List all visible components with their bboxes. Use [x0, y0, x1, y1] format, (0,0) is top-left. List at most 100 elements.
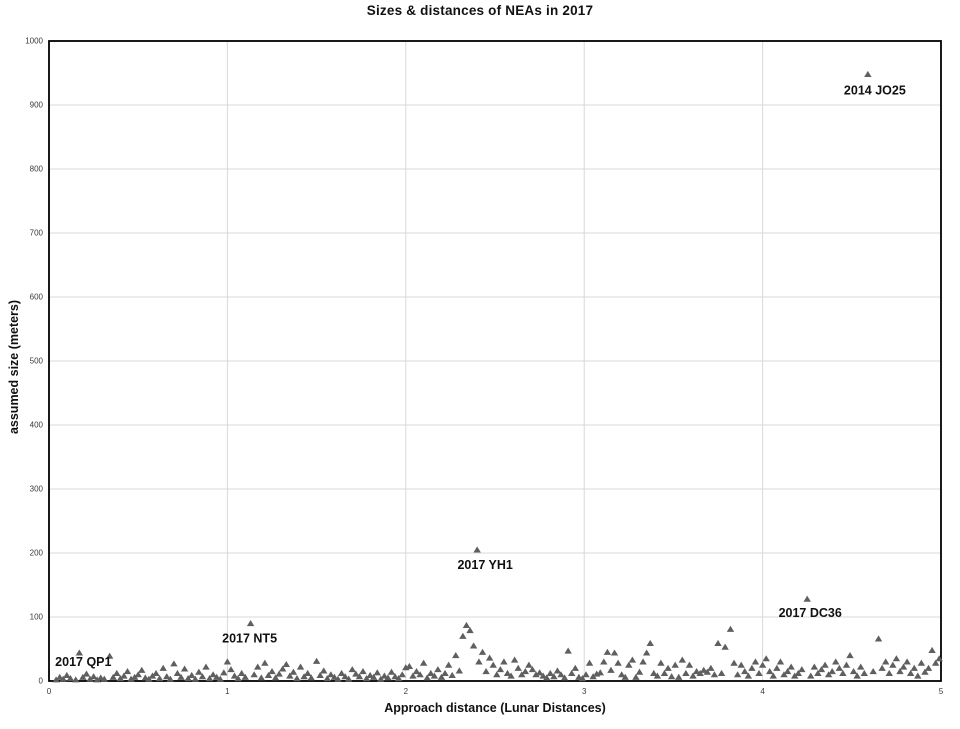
- data-point: [264, 671, 273, 678]
- data-point: [327, 671, 335, 678]
- data-point: [899, 663, 908, 670]
- data-point: [316, 671, 324, 678]
- data-point: [741, 668, 749, 675]
- data-point: [881, 658, 890, 665]
- data-point: [657, 659, 665, 666]
- data-point: [482, 668, 490, 675]
- data-point: [625, 661, 633, 668]
- data-point: [780, 671, 788, 678]
- data-point: [798, 666, 806, 673]
- data-point: [744, 672, 753, 679]
- data-point: [423, 674, 431, 681]
- data-point: [924, 664, 933, 671]
- data-point: [518, 671, 526, 678]
- x-tick-label: 0: [47, 687, 52, 696]
- data-point: [543, 674, 551, 681]
- data-point: [307, 674, 315, 681]
- data-point: [409, 672, 417, 679]
- y-tick-label: 200: [30, 549, 44, 558]
- data-point: [261, 659, 269, 666]
- data-point: [56, 673, 64, 680]
- data-point: [814, 669, 822, 677]
- data-point: [582, 671, 590, 678]
- data-point: [564, 647, 572, 654]
- x-tick-label: 4: [760, 687, 765, 696]
- data-point: [348, 666, 356, 673]
- y-tick-label: 500: [30, 357, 44, 366]
- y-tick-label: 900: [30, 101, 44, 110]
- data-point: [93, 676, 101, 683]
- data-point: [914, 672, 922, 679]
- data-point: [152, 669, 160, 677]
- data-point: [528, 666, 537, 673]
- data-point: [835, 664, 844, 671]
- data-point: [737, 661, 745, 668]
- data-point: [455, 667, 464, 674]
- data-point: [89, 673, 98, 680]
- data-point: [860, 669, 868, 677]
- data-point: [710, 671, 719, 678]
- data-point: [557, 671, 565, 678]
- data-point: [769, 672, 778, 679]
- data-point: [282, 660, 290, 668]
- data-point: [246, 620, 255, 627]
- data-point: [751, 658, 760, 665]
- data-point: [198, 673, 207, 680]
- data-point: [525, 661, 533, 668]
- data-point: [377, 675, 385, 682]
- data-point: [391, 673, 399, 680]
- data-point: [635, 668, 644, 675]
- data-point: [286, 672, 294, 679]
- data-point: [155, 675, 164, 682]
- data-point: [271, 674, 280, 681]
- data-point: [571, 664, 579, 671]
- data-point: [839, 669, 847, 677]
- data-point: [726, 625, 735, 632]
- data-point: [853, 672, 861, 679]
- data-point: [675, 673, 683, 680]
- data-point: [817, 666, 826, 673]
- data-point: [717, 669, 726, 677]
- data-point: [109, 673, 117, 680]
- data-point: [127, 675, 135, 682]
- data-point: [692, 668, 701, 675]
- data-point: [614, 659, 622, 666]
- data-point: [300, 673, 308, 680]
- y-tick-label: 1000: [25, 37, 43, 46]
- data-point: [441, 669, 449, 677]
- data-point: [452, 652, 460, 659]
- data-point: [714, 639, 722, 646]
- data-point: [685, 661, 694, 668]
- data-point: [216, 675, 224, 682]
- data-point: [63, 671, 71, 678]
- data-point: [79, 673, 87, 680]
- data-point: [369, 673, 378, 680]
- data-point: [184, 675, 192, 682]
- data-point: [748, 664, 756, 671]
- data-point: [148, 672, 157, 679]
- data-point: [721, 643, 729, 650]
- data-point: [617, 671, 626, 678]
- data-point: [105, 652, 114, 659]
- annotation-label: 2017 DC36: [779, 606, 842, 620]
- data-point: [510, 656, 519, 663]
- plot-border: [48, 40, 942, 682]
- data-point: [72, 676, 80, 683]
- data-point: [416, 671, 424, 678]
- data-point: [869, 668, 877, 675]
- data-point: [209, 671, 217, 678]
- data-point: [667, 673, 676, 680]
- data-point: [653, 672, 662, 679]
- data-point: [437, 673, 446, 680]
- data-point: [776, 658, 785, 665]
- data-point: [191, 675, 199, 682]
- data-point: [935, 655, 943, 662]
- data-point: [596, 669, 604, 676]
- data-point: [921, 668, 929, 675]
- data-point: [832, 658, 840, 665]
- y-tick-label: 600: [30, 293, 44, 302]
- data-point: [864, 70, 872, 77]
- data-point: [917, 659, 926, 666]
